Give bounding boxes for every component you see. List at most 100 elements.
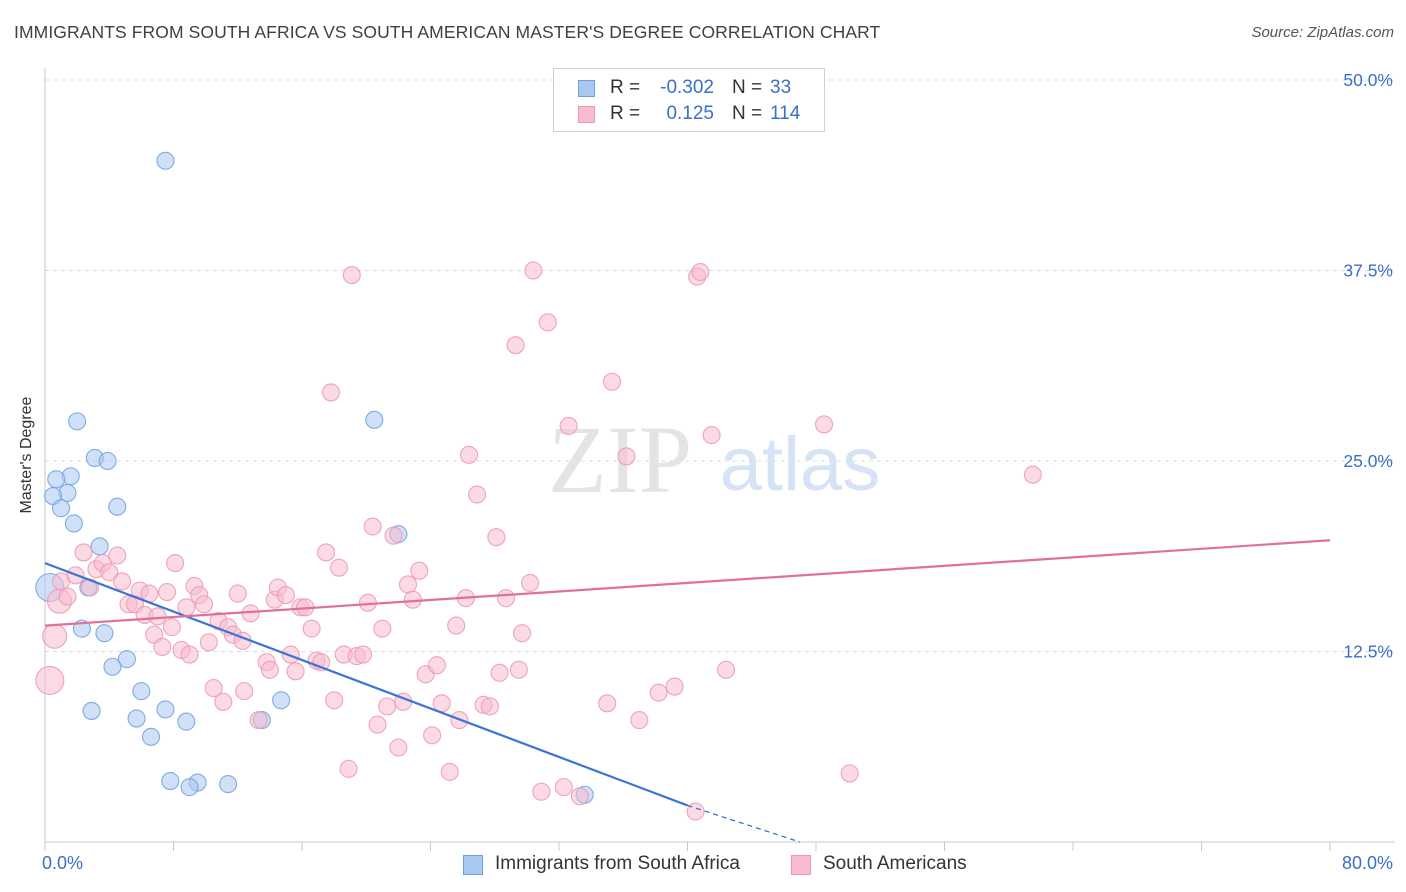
data-points: [35, 151, 1042, 821]
stats-swatch-south-africa: [578, 80, 595, 97]
point-south-africa: [180, 778, 199, 797]
point-south-americans: [427, 656, 446, 675]
point-south-americans: [35, 665, 65, 696]
point-south-americans: [490, 663, 509, 682]
axes: [44, 68, 1395, 851]
point-south-africa: [52, 499, 71, 518]
point-south-americans: [249, 711, 268, 730]
point-south-americans: [814, 415, 834, 434]
point-south-americans: [153, 637, 172, 656]
point-south-americans: [158, 583, 177, 602]
point-south-americans: [260, 660, 279, 679]
point-south-americans: [702, 426, 721, 445]
point-south-americans: [321, 383, 340, 402]
point-south-americans: [649, 683, 668, 702]
point-south-americans: [108, 546, 127, 565]
point-south-americans: [432, 694, 451, 713]
point-south-americans: [180, 645, 199, 664]
point-south-africa: [141, 727, 161, 746]
stats-r-value: -0.302: [660, 77, 714, 98]
point-south-africa: [82, 701, 101, 720]
point-south-americans: [194, 595, 214, 614]
point-south-americans: [496, 589, 516, 608]
point-south-africa: [365, 410, 384, 429]
point-south-americans: [513, 624, 532, 643]
point-south-americans: [440, 762, 459, 781]
point-south-americans: [302, 619, 321, 638]
point-south-africa: [156, 700, 175, 719]
point-south-americans: [389, 738, 408, 757]
stats-row-south-africa: R = -0.302 N = 33: [554, 76, 824, 102]
point-south-americans: [368, 715, 387, 734]
point-south-americans: [554, 778, 573, 797]
point-south-americans: [521, 573, 540, 592]
stats-n-label: N =: [732, 103, 763, 124]
point-south-americans: [524, 261, 543, 280]
point-south-americans: [487, 528, 506, 547]
point-south-americans: [113, 572, 132, 591]
stats-n-label: N =: [732, 77, 763, 98]
point-south-americans: [100, 563, 119, 582]
stats-row-south-americans: R = 0.125 N = 114: [554, 102, 824, 128]
point-south-americans: [235, 682, 254, 701]
point-south-americans: [1023, 465, 1042, 484]
point-south-africa: [98, 451, 117, 471]
point-south-americans: [691, 262, 710, 282]
point-south-africa: [117, 650, 136, 669]
point-south-africa: [156, 151, 175, 170]
stats-r-value: 0.125: [666, 103, 714, 124]
point-south-americans: [204, 679, 223, 698]
point-south-africa: [272, 691, 291, 710]
point-south-americans: [378, 697, 397, 716]
point-south-americans: [459, 445, 479, 464]
trend-line-south-africa-extension: [687, 804, 801, 843]
point-south-americans: [532, 782, 551, 801]
point-south-africa: [132, 682, 151, 701]
point-south-americans: [716, 660, 736, 679]
point-south-americans: [214, 692, 233, 711]
legend-swatch-south-americans: [791, 855, 811, 875]
point-south-africa: [219, 775, 238, 794]
point-south-americans: [480, 697, 499, 716]
point-south-americans: [598, 694, 617, 713]
point-south-americans: [840, 764, 859, 783]
point-south-americans: [398, 575, 418, 594]
trend-lines: [44, 539, 1331, 843]
point-south-americans: [148, 607, 167, 626]
point-south-africa: [108, 497, 127, 516]
legend-swatch-south-africa: [463, 855, 483, 875]
gridlines: [45, 79, 1395, 652]
chart-title: IMMIGRANTS FROM SOUTH AFRICA VS SOUTH AM…: [14, 22, 881, 42]
stats-swatch-south-americans: [578, 106, 595, 123]
x-tick-label-min: 0.0%: [42, 853, 84, 873]
point-south-americans: [325, 691, 344, 710]
point-south-africa: [177, 712, 196, 731]
point-south-americans: [329, 558, 348, 577]
y-tick-labels: 12.5% 25.0% 37.5% 50.0%: [1343, 70, 1393, 662]
point-south-africa: [47, 470, 66, 489]
legend-label-south-americans: South Americans: [823, 853, 967, 874]
point-south-americans: [42, 623, 68, 649]
point-south-americans: [570, 787, 589, 806]
point-south-americans: [342, 266, 361, 285]
point-south-americans: [166, 554, 185, 573]
point-south-americans: [228, 584, 247, 603]
point-south-americans: [559, 416, 578, 435]
point-south-americans: [353, 645, 373, 664]
watermark-atlas: atlas: [720, 422, 881, 507]
point-south-americans: [384, 526, 403, 545]
point-south-americans: [286, 662, 305, 681]
point-south-americans: [199, 633, 218, 652]
trend-line-south-americans: [44, 539, 1331, 627]
point-south-americans: [509, 660, 528, 679]
y-tick-label: 37.5%: [1343, 261, 1393, 281]
trend-line-south-africa: [44, 562, 688, 807]
y-tick-label: 25.0%: [1343, 451, 1393, 471]
x-tick-label-max: 80.0%: [1341, 853, 1393, 873]
point-south-americans: [74, 543, 93, 562]
source-label: Source: ZipAtlas.com: [1251, 24, 1394, 41]
stats-n-value: 33: [770, 77, 792, 98]
point-south-americans: [281, 645, 300, 664]
point-south-americans: [630, 711, 649, 730]
